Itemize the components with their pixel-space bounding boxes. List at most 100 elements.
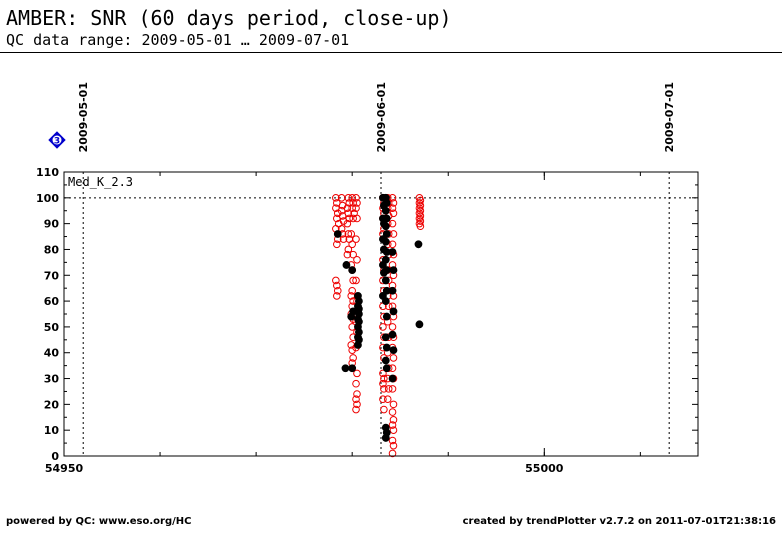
data-point-filled — [381, 255, 390, 264]
date-markers: 2009-05-01 2009-06-01 2009-07-01 — [77, 82, 676, 456]
data-point-filled — [388, 374, 397, 383]
data-point-open — [352, 194, 360, 202]
data-point-filled — [415, 320, 424, 329]
data-point-filled — [388, 286, 397, 295]
data-point-filled — [348, 364, 357, 373]
data-point-open — [348, 194, 356, 202]
y-tick-label: 30 — [44, 373, 60, 386]
data-point-open — [353, 255, 361, 264]
data-point-open — [353, 214, 361, 223]
data-point-open — [348, 286, 356, 295]
data-point-filled — [381, 434, 390, 442]
data-point-open — [349, 354, 357, 362]
data-point-open — [344, 209, 353, 218]
data-point-open — [343, 219, 352, 228]
data-point-filled — [341, 364, 350, 373]
y-tick-label: 20 — [44, 398, 60, 411]
data-points — [332, 193, 425, 458]
data-point-open — [349, 214, 357, 223]
footer-powered-by: powered by QC: www.eso.org/HC — [6, 516, 192, 527]
data-point-open — [379, 379, 387, 388]
data-point-open — [352, 276, 360, 285]
data-point-open — [416, 222, 425, 231]
data-point-open — [380, 374, 388, 383]
date-marker-label: 2009-05-01 — [77, 82, 90, 152]
data-point-filled — [348, 266, 357, 275]
y-tick-label: 70 — [44, 269, 60, 282]
data-point-filled — [354, 341, 362, 349]
x-tick-label: 54950 — [45, 462, 84, 475]
data-point-filled — [382, 199, 391, 207]
marker-3-icon[interactable]: 3 — [48, 131, 66, 149]
y-tick-label: 110 — [36, 166, 59, 179]
data-point-open — [353, 369, 361, 378]
data-point-open — [333, 281, 341, 290]
data-point-open — [333, 240, 341, 249]
page-title: AMBER: SNR (60 days period, close-up) — [6, 6, 452, 30]
data-point-open — [343, 250, 352, 259]
data-point-filled — [389, 307, 398, 316]
data-point-open — [384, 385, 393, 393]
data-point-open — [352, 379, 360, 388]
data-point-open — [344, 245, 353, 254]
data-point-open — [379, 323, 387, 331]
data-point-open — [333, 286, 342, 295]
data-point-open — [388, 449, 397, 458]
data-point-open — [388, 323, 397, 331]
data-point-filled — [342, 261, 351, 269]
data-point-filled — [414, 240, 423, 249]
data-point-filled — [389, 266, 398, 275]
date-marker-label: 2009-07-01 — [663, 82, 676, 152]
data-point-open — [337, 225, 346, 233]
data-point-open — [389, 354, 398, 362]
data-point-open — [344, 194, 353, 202]
y-tick-label: 60 — [44, 295, 60, 308]
data-point-filled — [382, 266, 391, 275]
data-point-open — [343, 204, 352, 212]
data-point-open — [379, 395, 387, 404]
snr-chart: 3 2009-05-01 2009-06-01 2009-07-01 0 10 20 30… — [36, 82, 699, 475]
y-tick-label: 10 — [44, 424, 60, 437]
data-point-open — [348, 204, 356, 212]
data-point-open — [352, 395, 360, 404]
data-point-open — [389, 416, 398, 424]
data-point-open — [388, 219, 397, 228]
marker-label: 3 — [54, 137, 60, 147]
data-point-open — [352, 204, 360, 212]
data-point-open — [389, 441, 398, 450]
header-rule — [0, 52, 782, 53]
data-point-filled — [347, 312, 356, 321]
y-tick-label: 40 — [44, 347, 60, 360]
y-tick-label: 90 — [44, 218, 60, 231]
panel-label: Med_K_2.3 — [68, 175, 133, 189]
data-point-open — [389, 230, 398, 238]
data-point-open — [388, 385, 397, 393]
y-tick-label: 50 — [44, 321, 60, 334]
data-point-open — [388, 421, 397, 429]
x-tick-label: 55000 — [525, 462, 564, 475]
data-point-filled — [381, 276, 390, 285]
data-point-filled — [388, 330, 397, 339]
data-point-filled — [381, 237, 390, 246]
data-point-filled — [381, 333, 390, 342]
page-subtitle: QC data range: 2009-05-01 … 2009-07-01 — [6, 31, 350, 49]
data-point-open — [353, 390, 361, 398]
y-tick-label: 100 — [36, 192, 59, 205]
data-point-open — [389, 400, 398, 409]
data-point-open — [345, 214, 354, 223]
data-point-open — [389, 209, 398, 218]
data-point-filled — [381, 222, 390, 231]
data-point-filled — [388, 248, 397, 256]
data-point-open — [388, 204, 397, 212]
data-point-open — [352, 405, 360, 414]
data-point-filled — [381, 356, 390, 365]
data-point-open — [388, 240, 397, 249]
data-point-open — [344, 230, 353, 238]
data-point-open — [348, 346, 356, 354]
data-point-filled — [333, 230, 342, 238]
footer-created-by: created by trendPlotter v2.7.2 on 2011-0… — [462, 516, 776, 527]
data-point-open — [332, 194, 340, 202]
data-point-open — [380, 385, 388, 393]
marker-inner — [52, 135, 62, 145]
data-point-open — [349, 250, 357, 259]
